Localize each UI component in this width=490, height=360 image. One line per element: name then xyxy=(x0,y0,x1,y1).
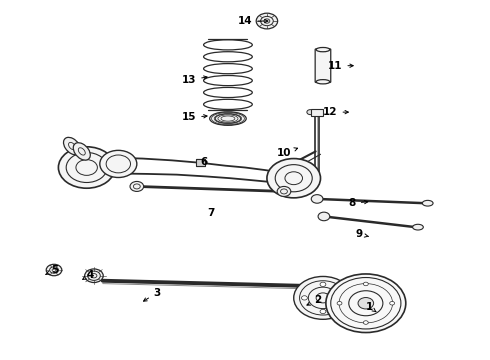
Circle shape xyxy=(58,147,115,188)
Circle shape xyxy=(318,212,330,221)
Circle shape xyxy=(267,158,320,198)
FancyBboxPatch shape xyxy=(315,49,331,82)
Circle shape xyxy=(100,150,137,177)
Text: 2: 2 xyxy=(307,295,322,305)
Circle shape xyxy=(256,13,278,29)
Text: 7: 7 xyxy=(207,208,215,218)
Text: 1: 1 xyxy=(366,302,376,312)
Text: 4: 4 xyxy=(83,270,94,280)
Ellipse shape xyxy=(85,269,103,283)
Bar xyxy=(196,159,204,166)
Circle shape xyxy=(390,301,394,305)
Circle shape xyxy=(294,276,352,319)
Bar xyxy=(311,109,323,116)
Text: 9: 9 xyxy=(356,229,368,239)
Circle shape xyxy=(339,296,344,300)
Text: 6: 6 xyxy=(200,157,207,167)
Ellipse shape xyxy=(413,224,423,230)
Circle shape xyxy=(311,195,323,203)
Circle shape xyxy=(130,181,144,192)
Circle shape xyxy=(364,321,368,324)
Text: 15: 15 xyxy=(182,112,207,122)
Text: 12: 12 xyxy=(323,107,348,117)
Circle shape xyxy=(277,186,291,197)
Text: 5: 5 xyxy=(46,265,59,275)
Text: 11: 11 xyxy=(328,61,353,71)
Ellipse shape xyxy=(316,80,330,84)
Ellipse shape xyxy=(316,48,330,52)
Circle shape xyxy=(320,282,326,287)
Ellipse shape xyxy=(422,201,433,206)
Ellipse shape xyxy=(74,143,90,160)
Circle shape xyxy=(307,110,314,114)
Ellipse shape xyxy=(64,138,80,155)
Circle shape xyxy=(314,110,320,114)
Circle shape xyxy=(337,301,342,305)
Text: 3: 3 xyxy=(144,288,161,301)
Circle shape xyxy=(364,282,368,286)
Ellipse shape xyxy=(46,264,62,276)
Circle shape xyxy=(320,309,326,314)
Text: 8: 8 xyxy=(348,198,368,208)
Circle shape xyxy=(301,296,307,300)
Text: 14: 14 xyxy=(238,16,268,26)
Circle shape xyxy=(358,297,374,309)
Ellipse shape xyxy=(210,112,246,125)
Circle shape xyxy=(326,274,406,333)
Text: 10: 10 xyxy=(277,148,297,158)
Text: 13: 13 xyxy=(182,75,207,85)
